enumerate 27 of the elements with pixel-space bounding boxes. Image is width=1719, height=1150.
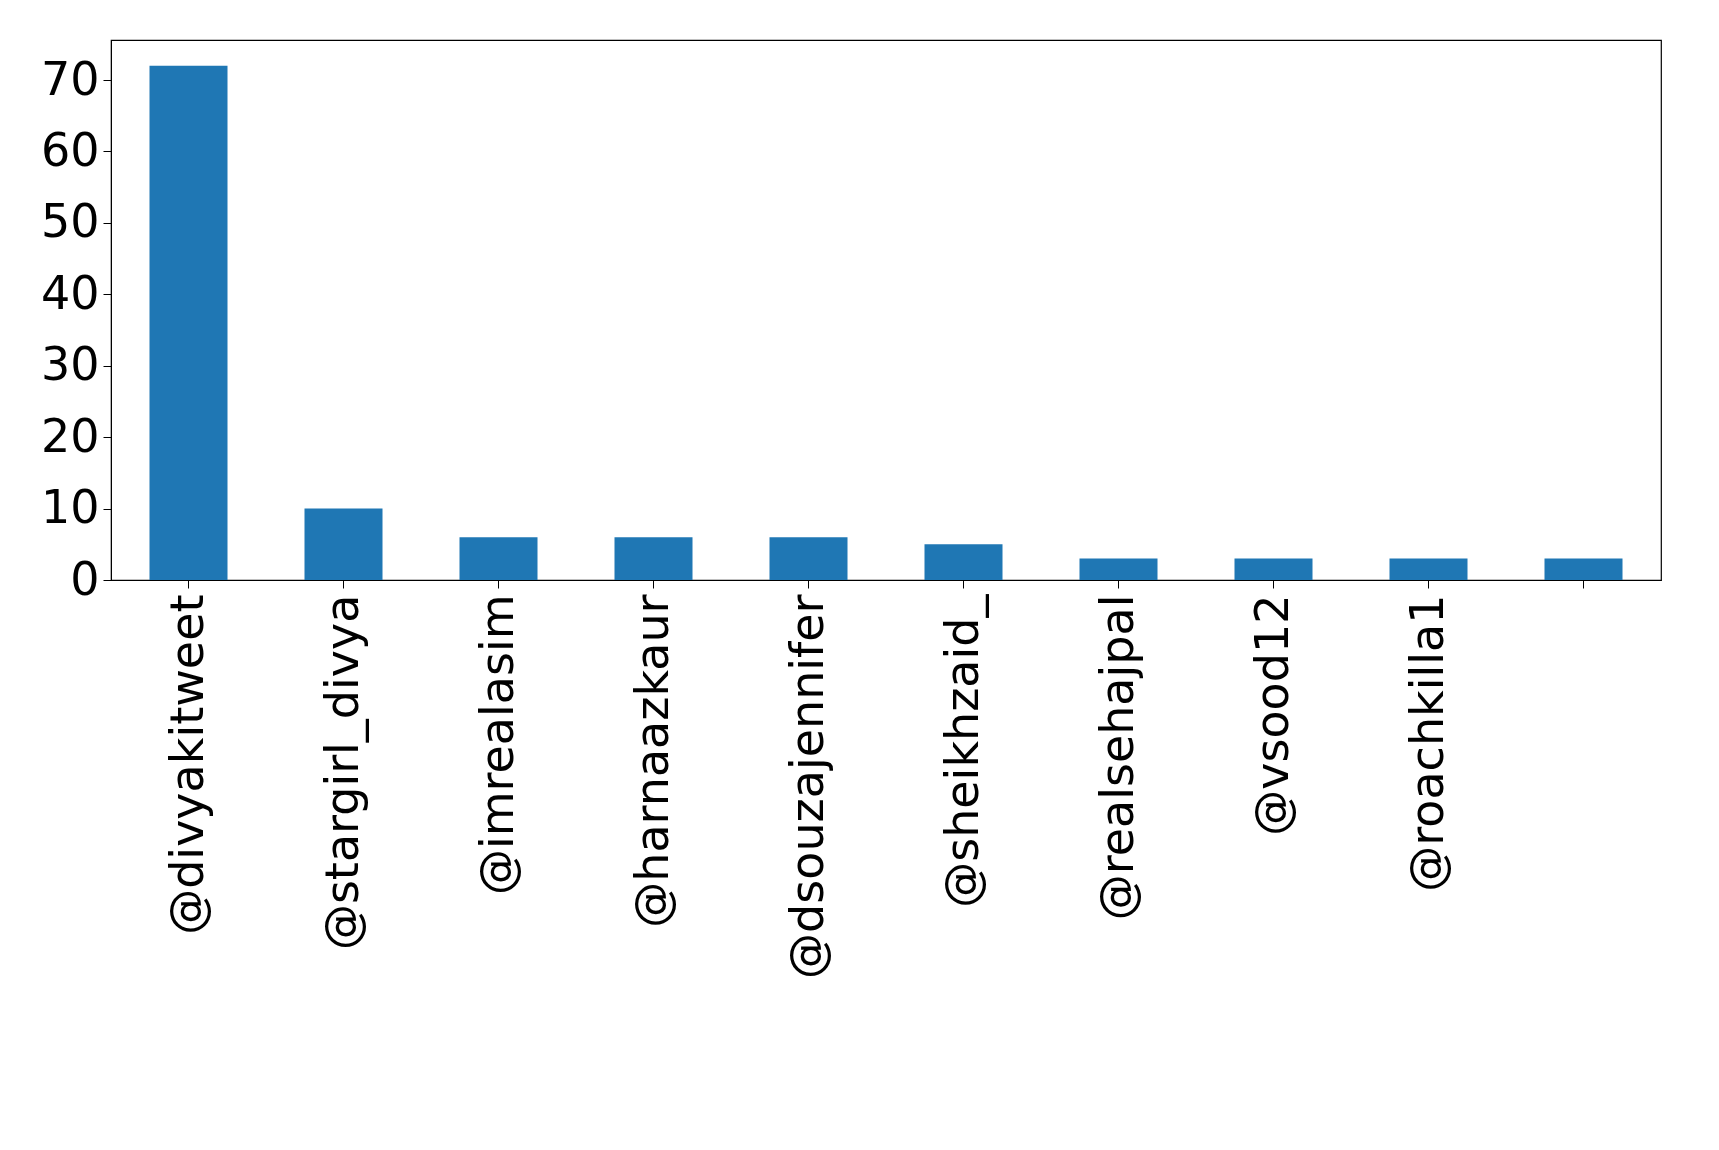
- x-tick-label: @realsehajpal: [1089, 594, 1144, 921]
- x-tick-label: @harnaazkaur: [624, 594, 679, 928]
- bar: [1079, 558, 1158, 580]
- x-tick-label: @stargirl_divya: [314, 594, 369, 951]
- x-tick-label: @sheikhzaid_: [934, 593, 989, 908]
- x-tick-label: @imrealasim: [469, 594, 524, 896]
- x-tick-label: @vsood12: [1244, 594, 1299, 836]
- y-tick-label: 20: [40, 408, 100, 463]
- bar: [614, 537, 693, 580]
- bar: [304, 508, 383, 580]
- y-tick-label: 0: [70, 551, 100, 606]
- y-tick-label: 10: [40, 480, 100, 535]
- y-tick-label: 70: [40, 51, 100, 106]
- y-tick-label: 30: [40, 337, 100, 392]
- bar: [459, 537, 538, 580]
- bar: [1544, 558, 1623, 580]
- bar: [769, 537, 848, 580]
- bar: [924, 544, 1003, 580]
- bar: [1234, 558, 1313, 580]
- x-tick-label: @dsouzajennifer: [779, 594, 834, 979]
- bar: [149, 65, 228, 580]
- y-tick-label: 60: [40, 122, 100, 177]
- bar: [1389, 558, 1468, 580]
- x-tick-label: @divyakitweet: [159, 594, 214, 935]
- x-tick-label: @roachkilla1: [1399, 594, 1454, 892]
- y-tick-label: 50: [40, 194, 100, 249]
- y-tick-label: 40: [40, 265, 100, 320]
